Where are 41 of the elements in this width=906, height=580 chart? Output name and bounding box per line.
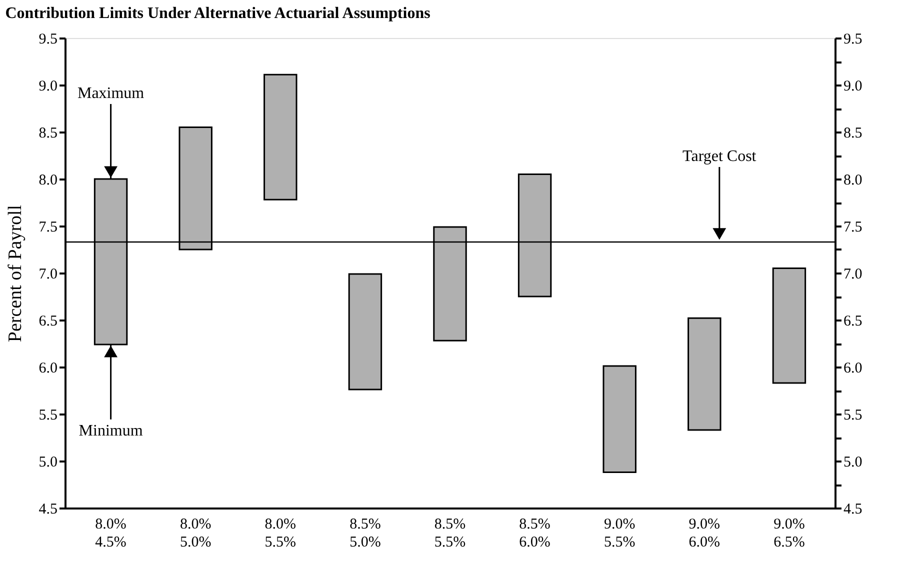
- x-tick-label: 9.0% 6.5%: [774, 516, 805, 550]
- x-tick-label: 8.5% 5.0%: [350, 516, 381, 550]
- y-axis-title: Percent of Payroll: [4, 204, 26, 342]
- y-tick-label: 5.5: [38, 408, 58, 424]
- text: 8.0: [844, 172, 862, 188]
- annotation: Maximum: [77, 85, 145, 102]
- x-tick-label: 8.0% 5.5%: [264, 516, 296, 550]
- bar: [348, 273, 382, 390]
- bar: [772, 268, 806, 384]
- x-tick-label: 8.0% 4.5%: [95, 516, 126, 550]
- text: 6.0: [844, 360, 862, 376]
- y-tick-label: 4.5: [38, 502, 58, 518]
- x-tick-label: 9.0% 5.5%: [604, 516, 636, 550]
- x-tick-label: 9.0% 6.0%: [688, 516, 720, 550]
- text: 6.0: [38, 360, 58, 376]
- y2-tick-label: 6.5: [844, 314, 862, 330]
- text: 9.0: [844, 78, 862, 94]
- text: 7.0: [844, 266, 862, 282]
- x-tick-label: 8.5% 6.0%: [519, 516, 550, 550]
- text: 5.0: [38, 454, 58, 470]
- y2-tick-label: 8.5: [844, 126, 862, 142]
- y-tick-label: 6.5: [38, 314, 58, 330]
- y2-tick-label: 9.5: [844, 32, 862, 48]
- bar: [264, 74, 298, 200]
- annotation: Minimum: [78, 422, 144, 440]
- y-tick-label: 8.5: [38, 126, 58, 142]
- y-tick-label: 9.5: [38, 32, 58, 48]
- x-tick-label: 8.0% 5.0%: [180, 516, 212, 550]
- chart-title: Contribution Limits Under Alternative Actuarial Assumptions: [5, 5, 430, 22]
- text: 7.0: [38, 266, 58, 282]
- y2-tick-label: 4.5: [844, 502, 862, 518]
- bar: [688, 317, 722, 431]
- x-tick-label: 8.5% 5.5%: [434, 516, 466, 550]
- text: 5.0: [844, 454, 862, 470]
- text: 9.0: [38, 78, 58, 94]
- y-tick-label: 7.5: [38, 220, 58, 236]
- ref-line-label: Target Cost: [682, 148, 757, 165]
- y2-tick-label: 7.5: [844, 220, 862, 236]
- bar: [602, 365, 636, 474]
- y2-tick-label: 5.5: [844, 408, 862, 424]
- text: 8.0: [38, 172, 58, 188]
